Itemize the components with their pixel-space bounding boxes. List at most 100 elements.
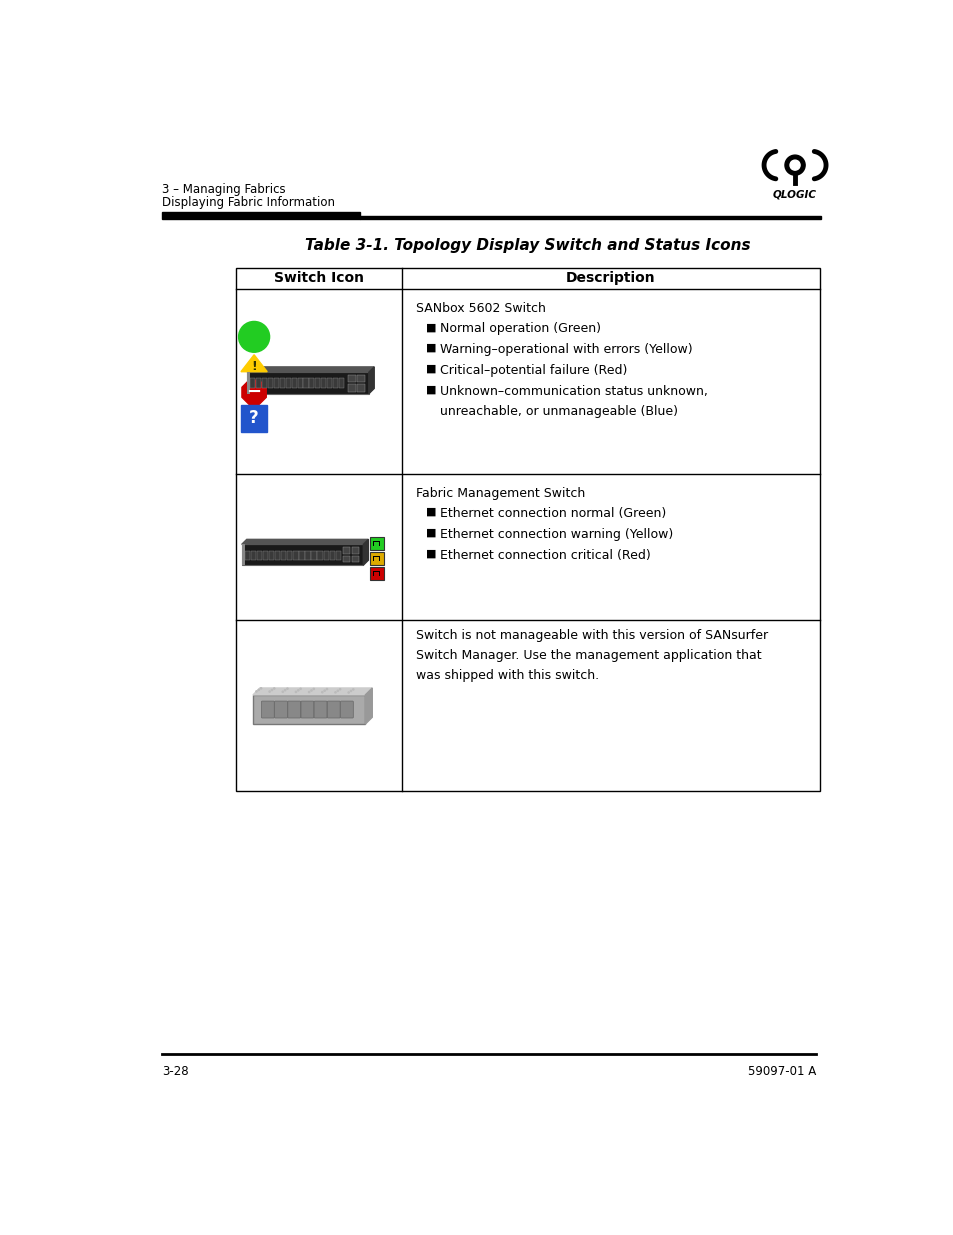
- Text: Fabric Management Switch: Fabric Management Switch: [416, 487, 584, 500]
- Text: 59097-01 A: 59097-01 A: [747, 1066, 815, 1078]
- Bar: [292, 378, 296, 389]
- Bar: [299, 551, 304, 559]
- Text: Switch is not manageable with this version of SANsurfer: Switch is not manageable with this versi…: [416, 630, 767, 642]
- FancyBboxPatch shape: [327, 701, 340, 718]
- FancyBboxPatch shape: [340, 701, 353, 718]
- Bar: [356, 384, 365, 391]
- FancyBboxPatch shape: [374, 542, 379, 546]
- Bar: [370, 567, 383, 580]
- Bar: [359, 216, 820, 219]
- Polygon shape: [242, 380, 266, 404]
- Text: 3-28: 3-28: [162, 1066, 189, 1078]
- Bar: [263, 551, 268, 559]
- Bar: [314, 378, 320, 389]
- Bar: [348, 374, 355, 383]
- FancyBboxPatch shape: [288, 701, 300, 718]
- Bar: [281, 551, 286, 559]
- Bar: [356, 374, 365, 383]
- Bar: [352, 547, 358, 555]
- Bar: [303, 378, 308, 389]
- Bar: [268, 378, 273, 389]
- Bar: [343, 556, 350, 562]
- Bar: [335, 551, 340, 559]
- Polygon shape: [247, 367, 374, 372]
- Bar: [250, 378, 255, 389]
- Bar: [251, 551, 255, 559]
- Text: ■: ■: [426, 508, 436, 517]
- Text: was shipped with this switch.: was shipped with this switch.: [416, 669, 598, 683]
- Bar: [333, 378, 337, 389]
- Circle shape: [789, 161, 800, 170]
- Text: Description: Description: [565, 272, 655, 285]
- Bar: [253, 695, 365, 724]
- Text: Ethernet connection warning (Yellow): Ethernet connection warning (Yellow): [440, 527, 673, 541]
- Bar: [274, 378, 278, 389]
- Bar: [274, 551, 280, 559]
- Text: Warning–operational with errors (Yellow): Warning–operational with errors (Yellow): [440, 343, 692, 356]
- Bar: [352, 556, 358, 562]
- Bar: [255, 378, 261, 389]
- Bar: [247, 372, 369, 394]
- FancyBboxPatch shape: [274, 701, 287, 718]
- Text: QLOGIC: QLOGIC: [772, 189, 816, 199]
- Text: ■: ■: [426, 364, 436, 374]
- Polygon shape: [241, 354, 267, 372]
- Bar: [241, 545, 363, 566]
- Text: ?: ?: [249, 409, 258, 427]
- Text: Ethernet connection normal (Green): Ethernet connection normal (Green): [440, 508, 666, 520]
- FancyBboxPatch shape: [373, 571, 380, 577]
- Bar: [309, 378, 314, 389]
- Bar: [370, 552, 383, 566]
- Bar: [348, 384, 355, 391]
- Bar: [297, 378, 302, 389]
- Bar: [323, 551, 329, 559]
- Bar: [311, 551, 316, 559]
- Bar: [241, 545, 245, 566]
- Circle shape: [238, 321, 270, 352]
- Text: Unknown–communication status unknown,: Unknown–communication status unknown,: [440, 384, 707, 398]
- Text: unreachable, or unmanageable (Blue): unreachable, or unmanageable (Blue): [440, 405, 678, 419]
- Text: Displaying Fabric Information: Displaying Fabric Information: [162, 196, 335, 209]
- Bar: [293, 551, 298, 559]
- Bar: [338, 378, 344, 389]
- Text: ■: ■: [426, 322, 436, 332]
- Text: ■: ■: [426, 343, 436, 353]
- Bar: [327, 378, 332, 389]
- Bar: [370, 537, 383, 550]
- Bar: [269, 551, 274, 559]
- Bar: [262, 378, 267, 389]
- Text: 3 – Managing Fabrics: 3 – Managing Fabrics: [162, 183, 285, 196]
- Text: SANbox 5602 Switch: SANbox 5602 Switch: [416, 303, 545, 315]
- Polygon shape: [241, 540, 368, 545]
- Bar: [285, 378, 291, 389]
- Bar: [245, 551, 250, 559]
- Bar: [305, 551, 311, 559]
- Bar: [287, 551, 293, 559]
- FancyBboxPatch shape: [261, 701, 274, 718]
- Polygon shape: [369, 367, 374, 394]
- Text: ■: ■: [426, 527, 436, 537]
- Text: Switch Manager. Use the management application that: Switch Manager. Use the management appli…: [416, 650, 760, 662]
- Text: Critical–potential failure (Red): Critical–potential failure (Red): [440, 364, 627, 377]
- Text: ■: ■: [426, 384, 436, 395]
- Bar: [235, 268, 820, 792]
- Text: ■: ■: [426, 548, 436, 558]
- Bar: [343, 547, 350, 555]
- Bar: [321, 378, 326, 389]
- Bar: [247, 372, 250, 394]
- Polygon shape: [365, 688, 372, 724]
- Text: −: −: [246, 383, 261, 400]
- Text: Switch Icon: Switch Icon: [274, 272, 363, 285]
- FancyBboxPatch shape: [314, 701, 327, 718]
- FancyBboxPatch shape: [374, 557, 379, 561]
- FancyBboxPatch shape: [373, 556, 380, 562]
- Text: Table 3-1. Topology Display Switch and Status Icons: Table 3-1. Topology Display Switch and S…: [305, 238, 750, 253]
- Bar: [162, 212, 359, 219]
- Bar: [279, 378, 285, 389]
- FancyBboxPatch shape: [301, 701, 314, 718]
- FancyBboxPatch shape: [373, 541, 380, 546]
- Circle shape: [784, 156, 804, 175]
- Polygon shape: [253, 688, 372, 695]
- Bar: [241, 405, 267, 431]
- Text: Normal operation (Green): Normal operation (Green): [440, 322, 600, 335]
